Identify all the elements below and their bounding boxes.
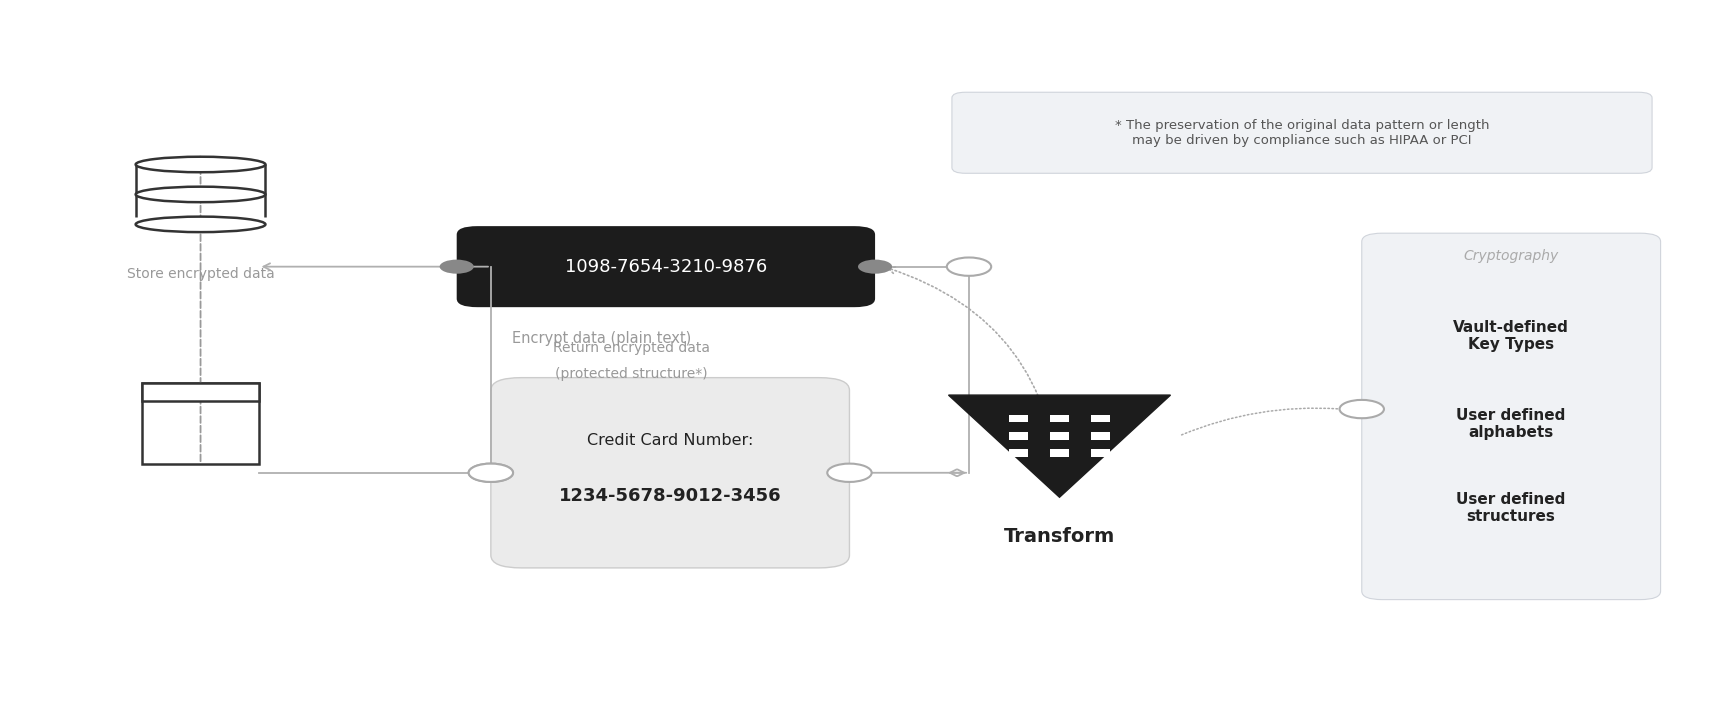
Ellipse shape	[136, 217, 266, 232]
Circle shape	[858, 260, 892, 274]
FancyBboxPatch shape	[491, 378, 849, 568]
Bar	[1091, 448, 1110, 456]
Text: Vault-defined
Key Types: Vault-defined Key Types	[1453, 319, 1568, 352]
Text: * The preservation of the original data pattern or length
may be driven by compl: * The preservation of the original data …	[1115, 119, 1489, 147]
Bar	[1091, 432, 1110, 439]
Circle shape	[468, 463, 513, 482]
Bar	[1050, 448, 1069, 456]
Text: Credit Card Number:: Credit Card Number:	[587, 433, 753, 448]
FancyBboxPatch shape	[456, 226, 875, 307]
FancyBboxPatch shape	[952, 92, 1653, 173]
Bar	[142, 383, 259, 401]
Ellipse shape	[136, 157, 266, 173]
Text: Transform: Transform	[1004, 526, 1115, 545]
Bar	[1050, 415, 1069, 423]
Bar	[1009, 432, 1028, 439]
Circle shape	[439, 260, 474, 274]
Text: Store encrypted data: Store encrypted data	[127, 267, 275, 282]
FancyBboxPatch shape	[1363, 233, 1661, 600]
Circle shape	[947, 257, 992, 276]
Circle shape	[1340, 400, 1385, 419]
Circle shape	[468, 463, 513, 482]
Bar	[1009, 415, 1028, 423]
Ellipse shape	[136, 187, 266, 202]
Text: 1098-7654-3210-9876: 1098-7654-3210-9876	[565, 257, 767, 276]
Bar	[1091, 415, 1110, 423]
Text: User defined
structures: User defined structures	[1457, 492, 1567, 524]
Bar	[1009, 448, 1028, 456]
Text: 1234-5678-9012-3456: 1234-5678-9012-3456	[559, 486, 781, 505]
Text: Cryptography: Cryptography	[1464, 250, 1558, 263]
Bar	[142, 383, 259, 464]
Circle shape	[827, 463, 872, 482]
Text: (protected structure*): (protected structure*)	[556, 367, 709, 381]
Text: Encrypt data (plain text): Encrypt data (plain text)	[511, 331, 692, 346]
Text: User defined
alphabets: User defined alphabets	[1457, 408, 1567, 440]
Polygon shape	[949, 395, 1170, 497]
Text: Return encrypted data: Return encrypted data	[553, 341, 710, 355]
Bar	[1050, 432, 1069, 439]
